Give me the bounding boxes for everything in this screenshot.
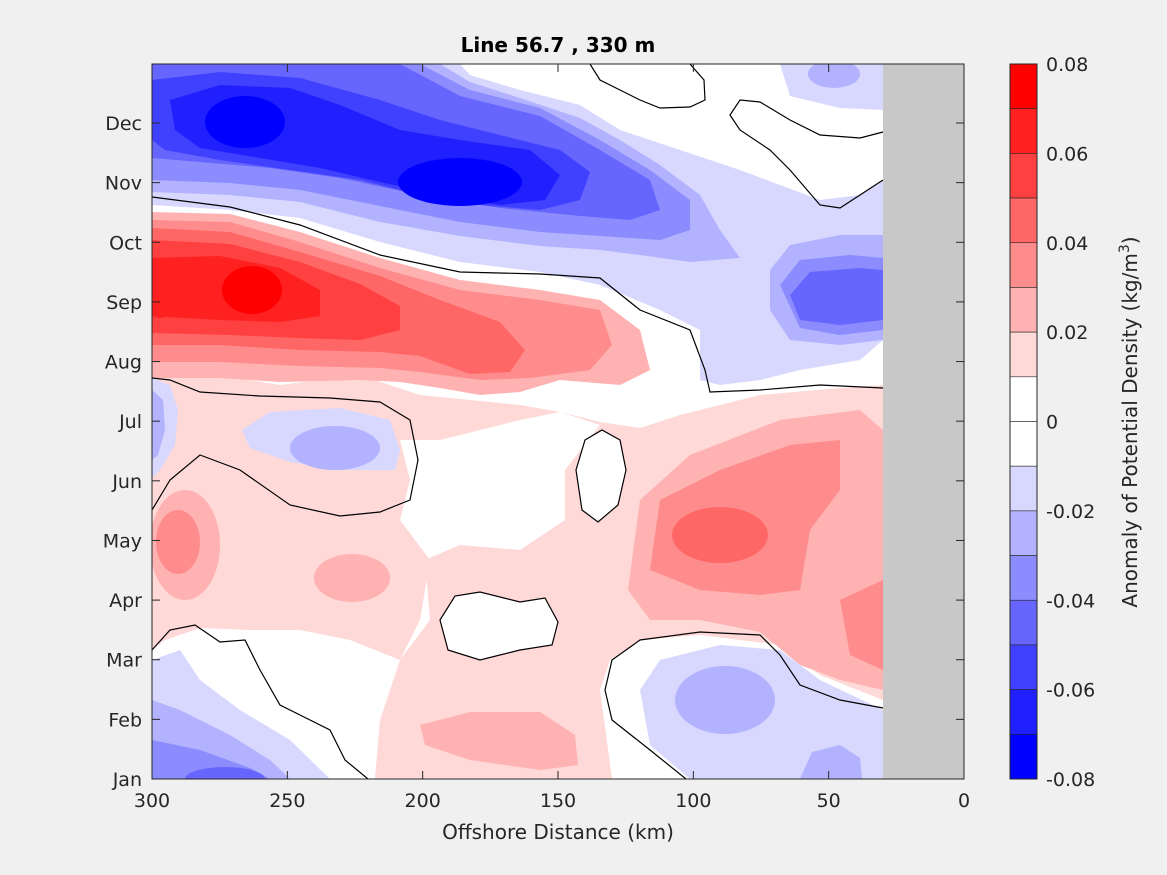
colorbar-level — [1009, 689, 1038, 735]
y-tick-label: Jun — [111, 471, 142, 493]
x-axis-title: Offshore Distance (km) — [442, 820, 674, 844]
colorbar-level — [1009, 287, 1038, 333]
zero-contour-lines — [152, 64, 884, 779]
colorbar-tick-label: 0.08 — [1046, 54, 1088, 76]
zero-contour-top — [589, 64, 706, 109]
y-tick-label: Jul — [118, 411, 142, 433]
zero-contour-ne — [729, 99, 884, 209]
x-tick-label: 50 — [817, 790, 841, 812]
colorbar-level — [1009, 331, 1038, 378]
x-tick-label: 150 — [540, 790, 576, 812]
colorbar-level — [1009, 599, 1038, 646]
colorbar-frame — [1009, 63, 1038, 780]
zero-contour-mar — [152, 624, 369, 779]
colorbar-level — [1009, 153, 1038, 199]
colorbar: 0.08 0.06 0.04 0.02 0 -0.02 -0.04 -0.06 -0.08 — [1009, 54, 1095, 791]
contour-band-east-0-04 — [672, 507, 768, 563]
contour-band-apr-0-02 — [314, 554, 390, 602]
contour-band-jan-neg-0-04 — [185, 767, 265, 779]
x-tick-label: 250 — [269, 790, 305, 812]
x-tick-label: 0 — [958, 790, 970, 812]
colorbar-level — [1009, 242, 1038, 288]
no-data-region — [883, 64, 964, 779]
colorbar-level — [1009, 644, 1038, 690]
y-tick-label: Oct — [109, 232, 142, 254]
contour-band-jul-neg-0-02 — [152, 390, 165, 460]
contour-band-feb-neg-0-02 — [675, 666, 775, 734]
y-tick-label: Mar — [106, 650, 142, 672]
colorbar-tick-label: 0.04 — [1046, 233, 1088, 255]
colorbar-level — [1009, 197, 1038, 244]
contour-band-jun-neg-0-02 — [290, 426, 380, 470]
zero-contour-feb-east — [604, 631, 884, 779]
zero-contour-jun-island — [575, 429, 627, 523]
y-tick-label: Feb — [108, 709, 142, 731]
contour-white-island-jun — [576, 430, 626, 522]
y-axis: Jan Feb Mar Apr May Jun Jul Aug Sep Oct Nov Dec — [103, 113, 964, 791]
colorbar-tick-label: -0.04 — [1046, 590, 1095, 612]
colorbar-label: Anomaly of Potential Density (kg/m3) — [1117, 236, 1142, 607]
contour-band-neg-0-07-a — [205, 96, 285, 148]
y-tick-label: May — [103, 530, 142, 552]
colorbar-level — [1009, 734, 1038, 780]
colorbar-level — [1009, 376, 1038, 422]
x-axis: 300 250 200 150 100 50 0 — [134, 64, 970, 812]
x-tick-label: 300 — [134, 790, 170, 812]
contour-band-pos-0-01b — [152, 495, 430, 660]
zero-contour-upper — [152, 196, 884, 393]
colorbar-tick-label: -0.06 — [1046, 680, 1095, 702]
contour-band-pos-0-07 — [222, 266, 282, 314]
contour-band-edge-0-03 — [840, 580, 883, 670]
y-tick-label: Sep — [106, 292, 142, 314]
y-tick-label: Aug — [105, 352, 142, 374]
x-tick-label: 200 — [405, 790, 441, 812]
colorbar-tick-label: 0 — [1046, 412, 1058, 434]
y-tick-label: Dec — [105, 113, 142, 135]
colorbar-tick-label: 0.06 — [1046, 143, 1088, 165]
contour-band-east-neg-0-04 — [790, 268, 883, 325]
contour-band-neg-0-07-b — [398, 158, 522, 206]
y-tick-label: Jan — [112, 769, 142, 791]
y-tick-label: Apr — [109, 590, 142, 612]
colorbar-level — [1009, 108, 1038, 154]
contour-band-pos-0-06-west — [152, 262, 175, 318]
contour-band-ne-0-02 — [808, 64, 860, 88]
contour-band-west-0-03 — [156, 510, 200, 574]
zero-contour-apr-island — [439, 591, 559, 661]
colorbar-level — [1009, 421, 1038, 467]
zero-contour-jul — [152, 377, 419, 517]
x-tick-label: 100 — [675, 790, 711, 812]
contour-white-island-apr — [440, 592, 558, 660]
chart-title: Line 56.7 , 330 m — [461, 33, 656, 57]
y-tick-label: Nov — [105, 173, 142, 195]
contour-band-jan-neg-0-02 — [800, 745, 862, 779]
colorbar-level — [1009, 465, 1038, 512]
colorbar-level — [1009, 63, 1038, 109]
colorbar-tick-label: -0.08 — [1046, 769, 1095, 791]
contour-band-feb-0-02 — [420, 712, 578, 770]
plot-area — [152, 64, 964, 779]
colorbar-tick-label: -0.02 — [1046, 501, 1095, 523]
colorbar-tick-label: 0.02 — [1046, 322, 1088, 344]
colorbar-level — [1009, 555, 1038, 601]
colorbar-level — [1009, 510, 1038, 556]
